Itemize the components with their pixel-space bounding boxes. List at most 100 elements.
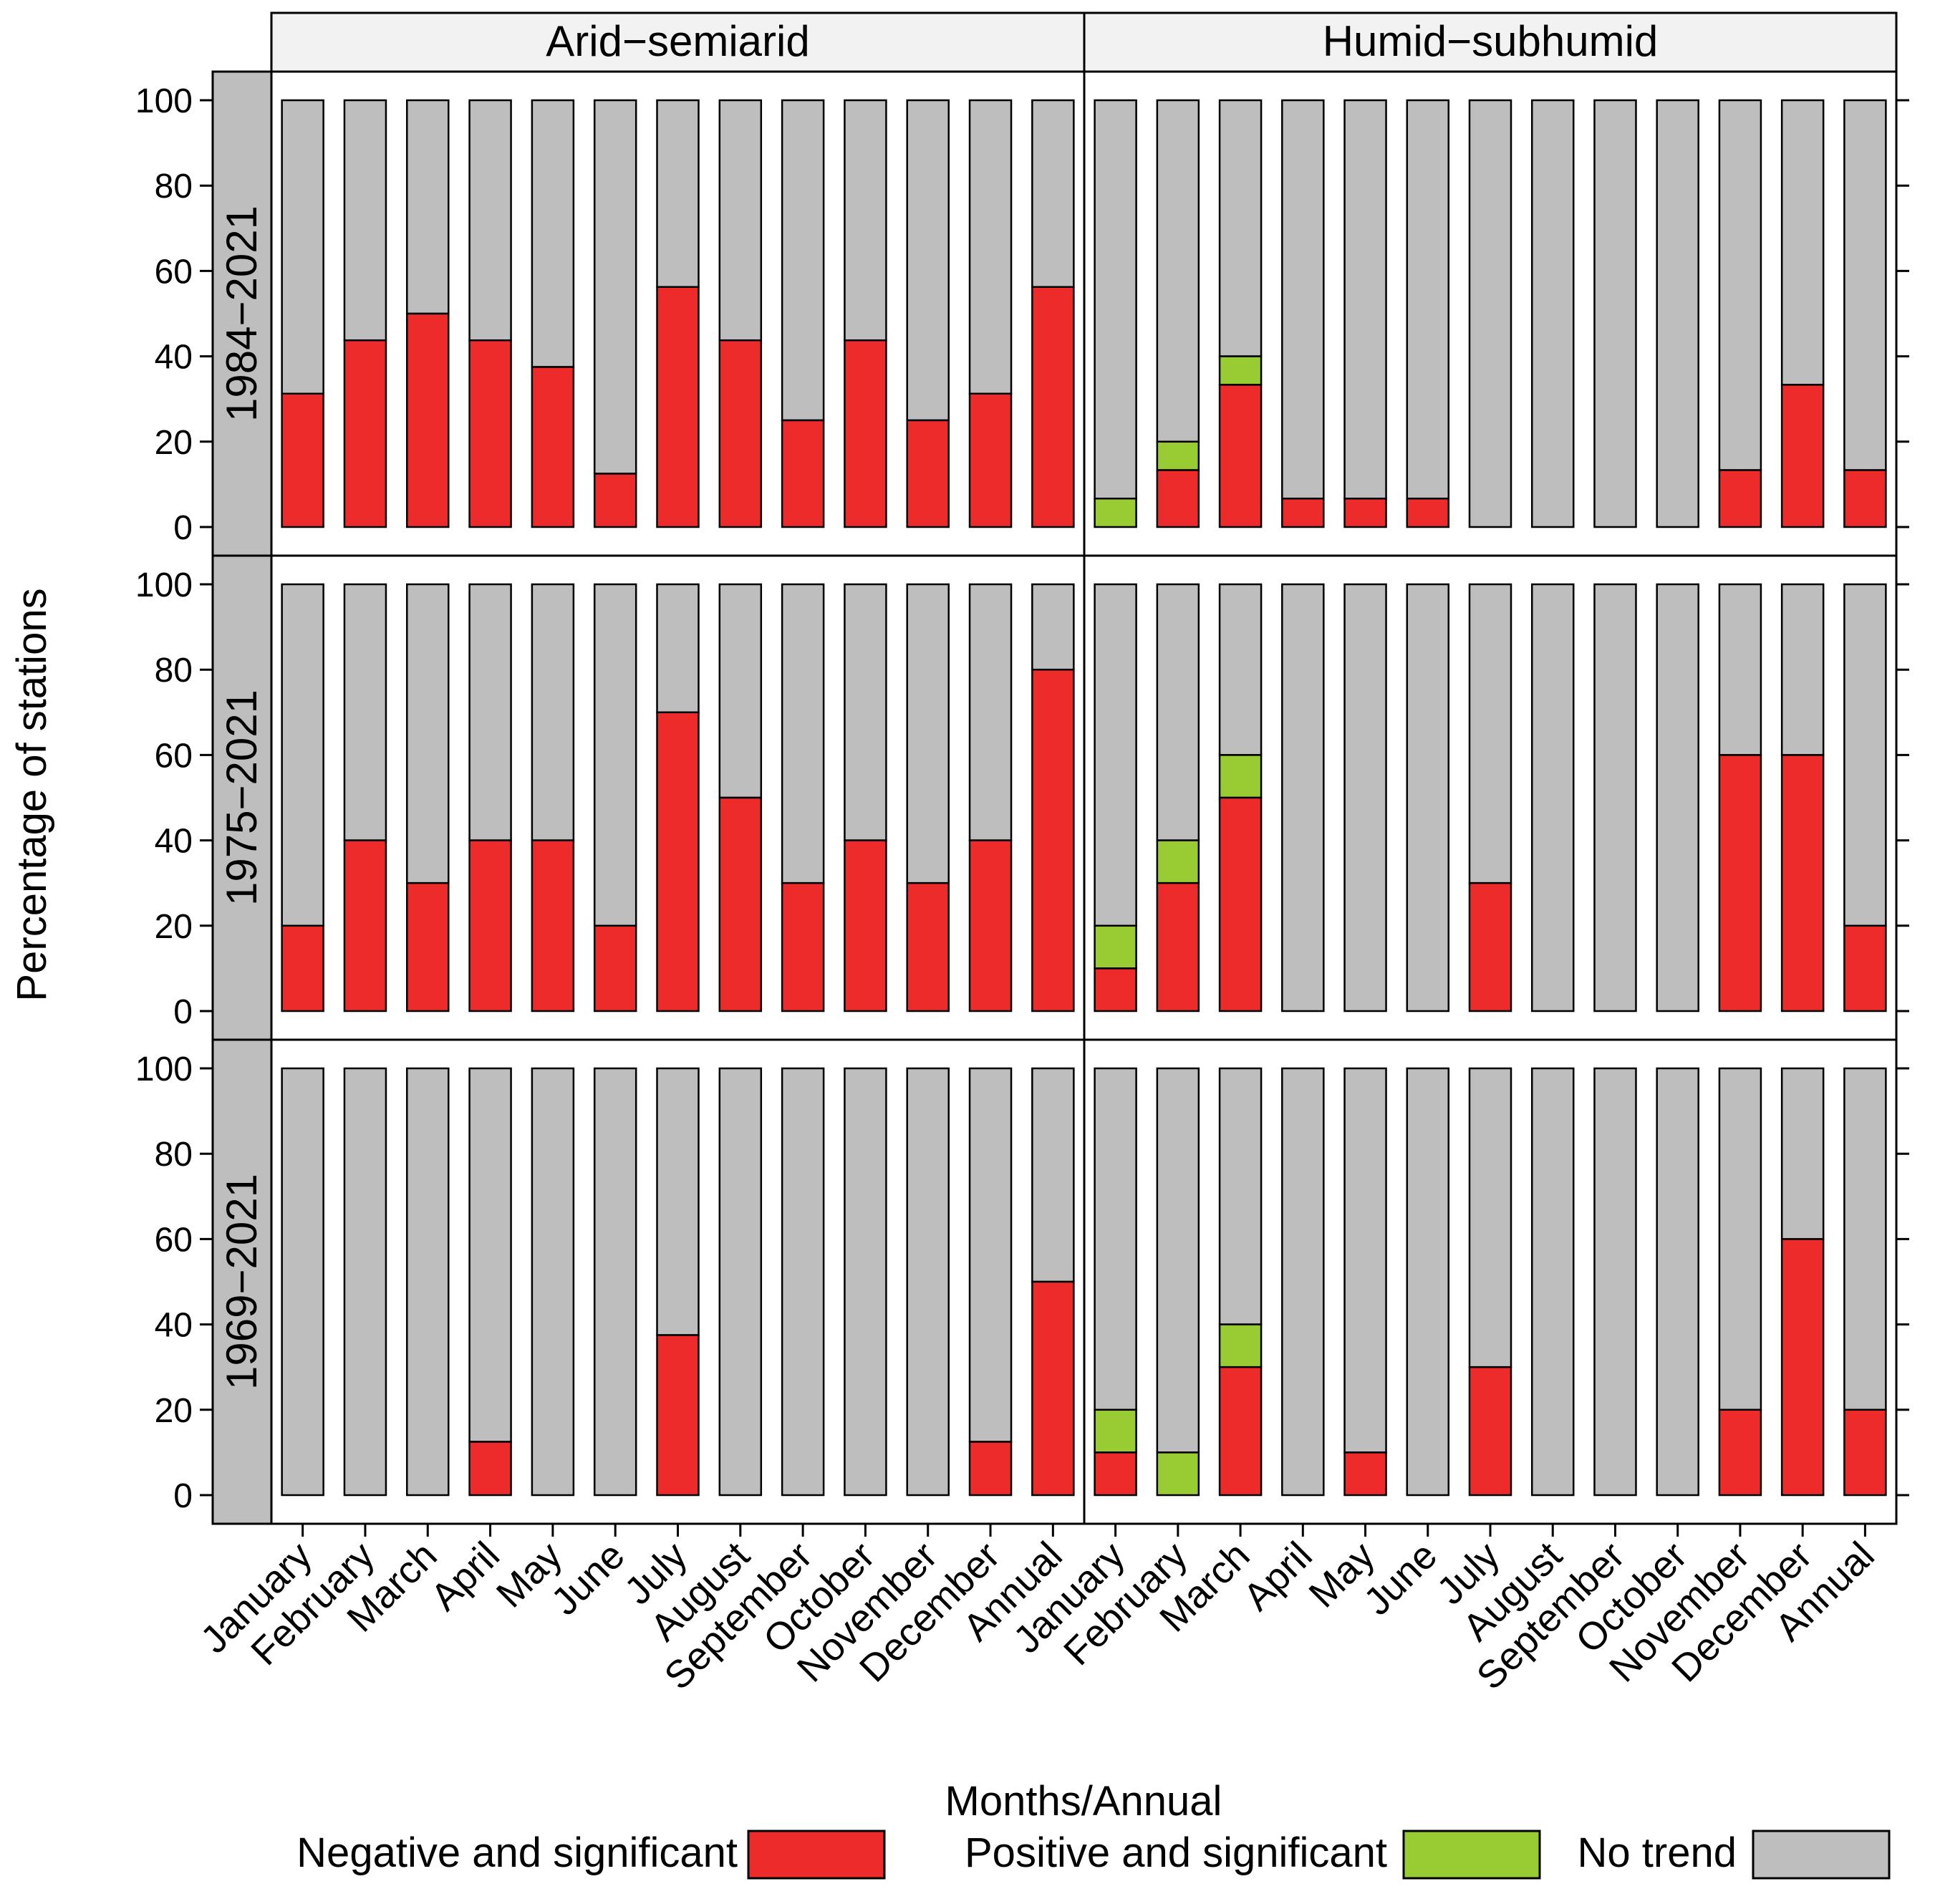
bar-negative-significant	[656, 1334, 700, 1497]
bar-negative-significant	[1218, 1366, 1263, 1497]
bar-negative-significant	[1780, 384, 1825, 528]
y-tick-label: 80	[155, 652, 193, 690]
y-tick-label: 40	[155, 823, 193, 861]
bar-negative-significant	[1843, 924, 1887, 1013]
y-tick-label: 100	[135, 1050, 193, 1088]
bar-no-trend	[906, 583, 950, 884]
bar-no-trend	[1718, 1067, 1762, 1411]
bar-no-trend	[1593, 1067, 1637, 1497]
bar-no-trend	[1094, 1067, 1137, 1411]
y-tick-label: 100	[135, 566, 193, 604]
bar-no-trend	[1156, 1067, 1200, 1454]
y-tick-label: 20	[155, 1392, 193, 1430]
legend-label: No trend	[1578, 1830, 1737, 1876]
x-axis: JanuaryFebruaryMarchAprilMayJuneJulyAugu…	[193, 1524, 1883, 1698]
y-tick-label: 80	[155, 168, 193, 206]
bar-no-trend	[468, 583, 512, 841]
bar-no-trend	[906, 99, 950, 422]
column-strip	[1083, 11, 1898, 73]
bar-no-trend	[781, 1067, 825, 1497]
column-strip	[270, 11, 1086, 73]
bar-no-trend	[1530, 583, 1575, 1013]
bar-no-trend	[968, 583, 1013, 841]
x-tick-label: April	[1235, 1534, 1321, 1619]
legend-swatch	[1402, 1830, 1541, 1880]
y-tick-label: 80	[155, 1136, 193, 1174]
y-axis: 0 20 40 60 80 100 0 20 40 60 80 100 0 20 40 60 80 100	[135, 82, 1909, 1515]
bar-negative-significant	[406, 881, 450, 1013]
panel	[270, 554, 1086, 1041]
bar-no-trend	[1656, 1067, 1699, 1497]
bar-negative-significant	[1094, 1451, 1137, 1497]
bar-negative-significant	[343, 339, 387, 528]
bar-no-trend	[1094, 99, 1137, 500]
bar-no-trend	[343, 583, 387, 841]
bar-no-trend	[1281, 1067, 1325, 1497]
bar-positive-significant	[1156, 839, 1200, 884]
bar-no-trend	[968, 99, 1013, 395]
y-tick-label: 60	[155, 1221, 193, 1259]
bar-negative-significant	[1031, 668, 1075, 1013]
bar-no-trend	[531, 99, 575, 368]
bar-no-trend	[593, 99, 637, 475]
bar-no-trend	[1530, 99, 1575, 528]
bar-no-trend	[781, 583, 825, 884]
bar-negative-significant	[1843, 1408, 1887, 1497]
y-tick-label: 20	[155, 908, 193, 946]
bar-negative-significant	[781, 419, 825, 528]
bar-negative-significant	[844, 339, 887, 528]
bar-no-trend	[844, 1067, 887, 1497]
bar-negative-significant	[1718, 1408, 1762, 1497]
bar-no-trend	[1031, 1067, 1075, 1283]
bar-negative-significant	[1406, 497, 1450, 528]
bar-negative-significant	[906, 419, 950, 528]
bar-negative-significant	[1218, 796, 1263, 1013]
bar-no-trend	[1343, 1067, 1387, 1454]
panel-strips: Arid−semiarid Humid−subhumid 1984−2021 1975…	[211, 11, 1898, 1525]
bar-negative-significant	[718, 339, 763, 528]
bar-no-trend	[781, 99, 825, 422]
bar-positive-significant	[1094, 1408, 1137, 1454]
bar-positive-significant	[1094, 924, 1137, 970]
bar-no-trend	[1031, 99, 1075, 288]
bar-negative-significant	[468, 339, 512, 528]
bar-negative-significant	[1156, 881, 1200, 1013]
legend-label: Negative and significant	[296, 1830, 738, 1876]
bar-no-trend	[1468, 99, 1512, 528]
bar-no-trend	[531, 583, 575, 841]
bar-no-trend	[343, 99, 387, 342]
bar-negative-significant	[593, 924, 637, 1013]
bar-negative-significant	[1780, 754, 1825, 1013]
bar-no-trend	[1468, 1067, 1512, 1368]
bar-no-trend	[844, 99, 887, 342]
y-axis-title: Percentage of stations	[9, 588, 55, 1001]
y-tick-label: 20	[155, 424, 193, 462]
bar-no-trend	[1843, 583, 1887, 927]
bar-no-trend	[1718, 99, 1762, 471]
bar-no-trend	[1656, 583, 1699, 1013]
column-strip-label: Arid−semiarid	[546, 17, 809, 65]
bar-negative-significant	[343, 839, 387, 1013]
legend-swatch	[747, 1830, 886, 1880]
panel	[270, 70, 1086, 557]
bar-negative-significant	[656, 711, 700, 1013]
panel	[1083, 70, 1898, 557]
bar-no-trend	[718, 1067, 763, 1497]
bar-no-trend	[1281, 99, 1325, 500]
bar-no-trend	[1156, 583, 1200, 841]
bar-no-trend	[656, 1067, 700, 1336]
bar-positive-significant	[1218, 355, 1263, 386]
bar-no-trend	[406, 1067, 450, 1497]
bar-negative-significant	[593, 473, 637, 528]
y-tick-label: 40	[155, 1307, 193, 1345]
bar-negative-significant	[1031, 1280, 1075, 1497]
bar-no-trend	[1094, 583, 1137, 927]
bar-no-trend	[906, 1067, 950, 1497]
bar-negative-significant	[281, 924, 324, 1013]
bar-no-trend	[593, 1067, 637, 1497]
legend-label: Positive and significant	[965, 1830, 1387, 1876]
bar-negative-significant	[531, 366, 575, 528]
bar-no-trend	[968, 1067, 1013, 1443]
y-tick-label: 0	[173, 1477, 193, 1515]
y-tick-label: 0	[173, 993, 193, 1031]
